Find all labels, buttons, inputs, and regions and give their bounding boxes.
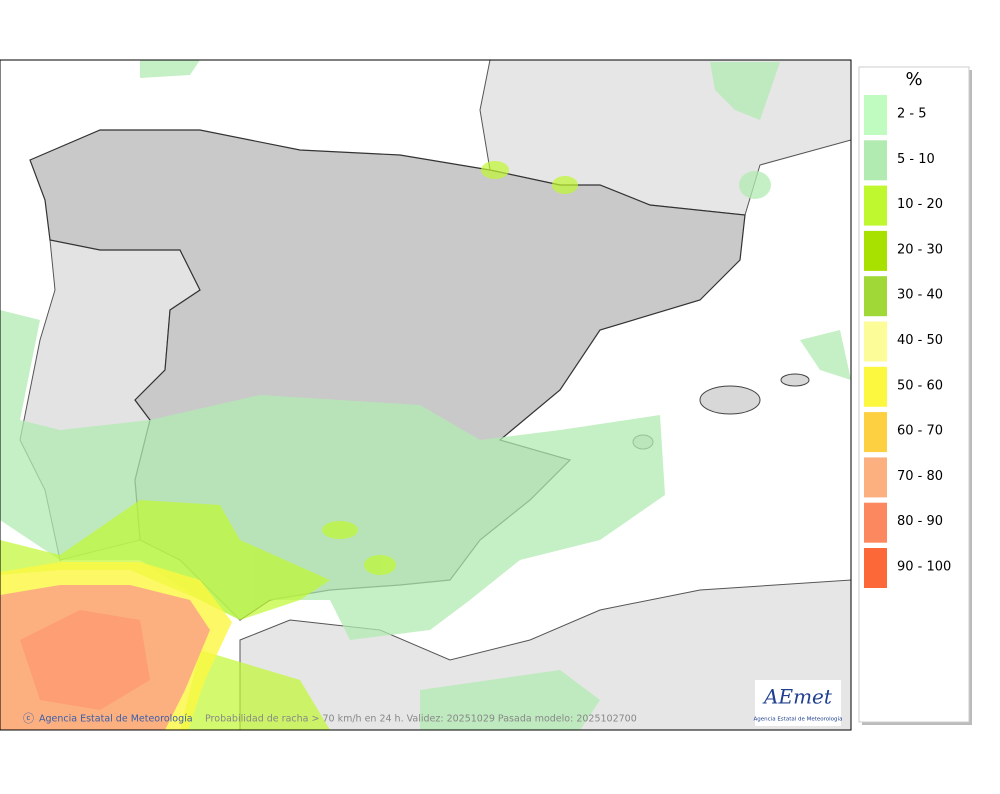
legend-label: 70 - 80 (897, 469, 943, 484)
legend-swatch (864, 412, 887, 453)
legend-swatch (864, 230, 887, 271)
legend-label: 90 - 100 (897, 560, 951, 575)
mallorca (699, 385, 761, 415)
legend-swatch (864, 140, 887, 181)
legend-label: 80 - 90 (897, 514, 943, 529)
menorca (780, 373, 810, 387)
legend-swatch (864, 457, 887, 498)
legend-swatch (864, 502, 887, 543)
legend-label: 5 - 10 (897, 152, 935, 167)
legend-title: % (905, 69, 922, 90)
legend-label: 2 - 5 (897, 107, 927, 122)
legend-swatch (864, 548, 887, 588)
legend-swatch (864, 95, 887, 135)
legend-swatch (864, 321, 887, 362)
legend-label: 30 - 40 (897, 288, 943, 303)
legend-label: 10 - 20 (897, 197, 943, 212)
map-frame (0, 59, 852, 731)
logo-subtitle: Agencia Estatal de Meteorología (754, 716, 843, 723)
legend-label: 20 - 30 (897, 242, 943, 257)
caption: Probabilidad de racha > 70 km/h en 24 h.… (205, 714, 637, 725)
copyright-symbol: ⓒ (23, 712, 34, 725)
legend-label: 40 - 50 (897, 333, 943, 348)
logo: AEmet (762, 685, 833, 709)
probability-10-20 (0, 161, 578, 730)
legend: % 2 - 5 5 - 10 10 - 20 20 - 30 30 - 40 40 - 5… (858, 66, 972, 725)
legend-swatch (864, 366, 887, 407)
legend-swatch (864, 276, 887, 317)
logo-box (755, 680, 841, 726)
legend-label: 60 - 70 (897, 424, 943, 439)
legend-label: 50 - 60 (897, 378, 943, 393)
map: ⓒ Agencia Estatal de Meteorología Probab… (0, 59, 852, 731)
credit: Agencia Estatal de Meteorología (39, 714, 193, 725)
probability-80-90 (20, 610, 150, 710)
legend-swatch (864, 185, 887, 226)
